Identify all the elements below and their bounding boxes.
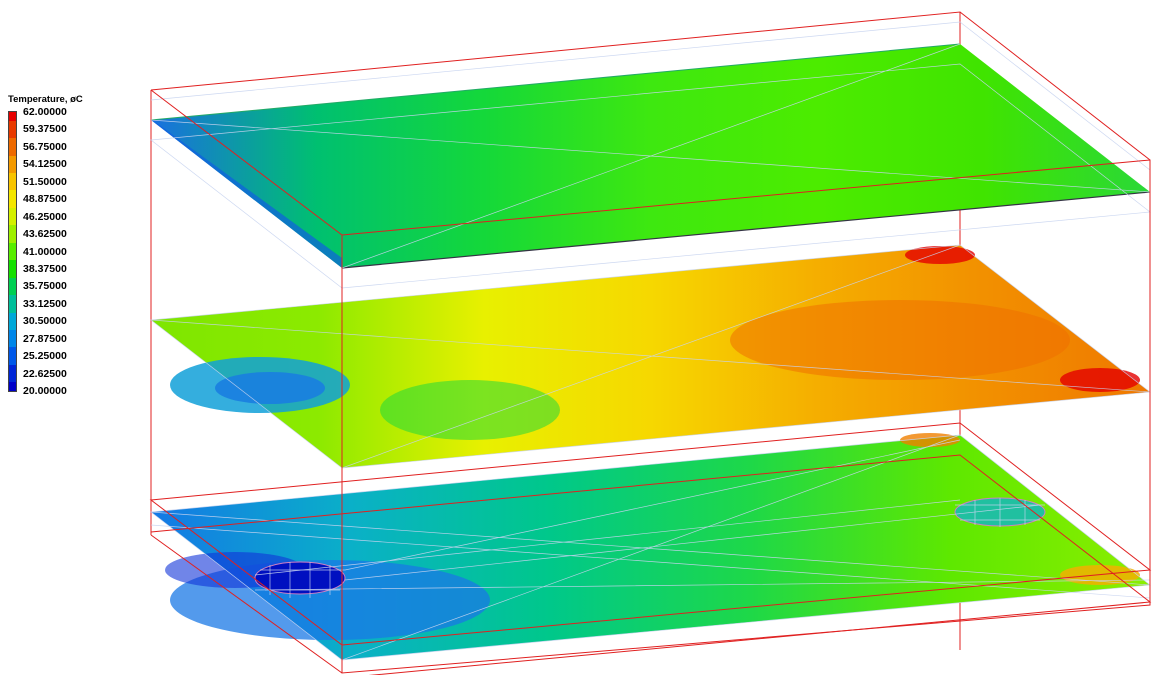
legend-label: 48.87500 bbox=[23, 193, 67, 206]
legend-label: 33.12500 bbox=[23, 297, 67, 310]
legend-swatch bbox=[9, 207, 16, 226]
legend-label: 46.25000 bbox=[23, 210, 67, 223]
bounding-box-front bbox=[149, 89, 1152, 675]
legend-swatch bbox=[9, 277, 16, 296]
legend-label: 20.00000 bbox=[23, 385, 67, 397]
legend-swatch bbox=[9, 312, 16, 330]
legend-swatch bbox=[9, 112, 16, 121]
middle-plate bbox=[150, 244, 1151, 469]
legend-label: 27.87500 bbox=[23, 332, 67, 345]
legend-label: 43.62500 bbox=[23, 228, 67, 241]
legend-swatch bbox=[9, 138, 16, 156]
legend-swatch bbox=[9, 364, 16, 383]
legend-body: 62.00000 59.37500 56.75000 54.12500 51.50000… bbox=[8, 106, 118, 401]
temperature-legend: Temperature, øC 62.00000 59.37500 56.75000… bbox=[8, 94, 118, 401]
legend-label: 54.12500 bbox=[23, 158, 67, 171]
top-plate bbox=[150, 21, 1151, 289]
legend-title: Temperature, øC bbox=[8, 94, 83, 105]
legend-color-bar bbox=[8, 111, 17, 392]
legend-label: 41.00000 bbox=[23, 245, 67, 258]
legend-label: 56.75000 bbox=[23, 140, 67, 153]
legend-label: 38.37500 bbox=[23, 262, 67, 275]
bottom-plate bbox=[150, 433, 1151, 661]
legend-swatch bbox=[9, 225, 16, 243]
legend-swatch bbox=[9, 190, 16, 208]
legend-swatch bbox=[9, 329, 16, 348]
legend-label: 30.50000 bbox=[23, 315, 67, 328]
legend-swatch bbox=[9, 120, 16, 139]
legend-label: 51.50000 bbox=[23, 175, 67, 188]
legend-label: 59.37500 bbox=[23, 123, 67, 136]
legend-label: 62.00000 bbox=[23, 106, 67, 118]
legend-swatch bbox=[9, 382, 16, 391]
legend-swatch bbox=[9, 295, 16, 313]
legend-label: 22.62500 bbox=[23, 367, 67, 380]
legend-swatch bbox=[9, 242, 16, 261]
legend-label: 35.75000 bbox=[23, 280, 67, 293]
legend-swatch bbox=[9, 155, 16, 174]
legend-swatch bbox=[9, 260, 16, 278]
legend-swatch bbox=[9, 173, 16, 191]
legend-label: 25.25000 bbox=[23, 350, 67, 363]
legend-swatch bbox=[9, 347, 16, 365]
